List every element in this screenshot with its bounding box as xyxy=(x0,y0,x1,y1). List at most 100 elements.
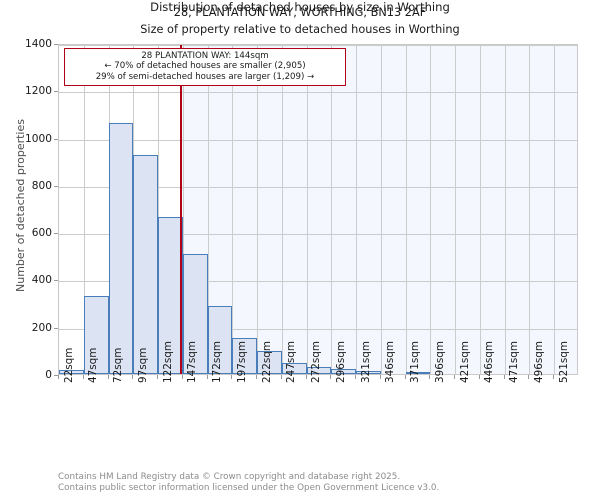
y-axis-tick-mark xyxy=(54,280,58,282)
footer-line-1: Contains HM Land Registry data © Crown c… xyxy=(58,472,401,482)
x-axis-tick-label: 396sqm xyxy=(433,341,446,383)
annotation-smaller-stat: ← 70% of detached houses are smaller (2,… xyxy=(104,61,306,72)
x-axis-tick-label: 471sqm xyxy=(508,341,521,383)
histogram-bar xyxy=(331,368,357,374)
x-axis-tick-mark xyxy=(58,375,59,379)
gridline xyxy=(59,186,577,188)
x-axis-tick-mark xyxy=(82,375,84,379)
x-axis-tick-mark xyxy=(503,375,505,379)
gridline xyxy=(207,45,209,374)
gridline xyxy=(331,45,333,374)
histogram-bar xyxy=(158,217,183,374)
x-axis-tick-label: 122sqm xyxy=(161,341,174,383)
x-axis-tick-mark xyxy=(355,375,357,379)
x-axis-tick-mark xyxy=(256,375,258,379)
y-axis-tick-label: 400 xyxy=(31,274,52,287)
gridline xyxy=(405,45,407,374)
y-axis-tick-label: 600 xyxy=(31,227,52,240)
gridline xyxy=(529,45,531,374)
y-axis-tick-mark xyxy=(54,327,58,329)
y-axis-tick-mark xyxy=(54,91,58,93)
gridline xyxy=(281,45,283,374)
x-axis-tick-label: 222sqm xyxy=(260,341,273,383)
histogram-bar xyxy=(207,305,233,374)
gridline xyxy=(59,139,577,141)
x-axis-tick-mark xyxy=(157,375,159,379)
property-size-marker-line xyxy=(179,45,182,374)
larger-region-shading xyxy=(179,45,577,374)
x-axis-tick-mark xyxy=(280,375,282,379)
histogram-bar xyxy=(356,371,381,374)
x-axis-tick-mark xyxy=(528,375,530,379)
footer-line-2: Contains public sector information licen… xyxy=(58,482,440,493)
x-axis-tick-label: 346sqm xyxy=(384,341,397,383)
x-axis-tick-label: 22sqm xyxy=(62,347,75,383)
gridline xyxy=(158,45,160,374)
x-axis-tick-label: 421sqm xyxy=(458,341,471,383)
x-axis-tick-mark xyxy=(553,375,555,379)
x-axis-tick-label: 371sqm xyxy=(409,341,422,383)
x-axis-label: Distribution of detached houses by size … xyxy=(150,0,450,14)
x-axis-tick-mark xyxy=(206,375,208,379)
gridline xyxy=(380,45,382,374)
x-axis-tick-label: 172sqm xyxy=(211,341,224,383)
x-axis-tick-mark xyxy=(330,375,332,379)
property-annotation-box: 28 PLANTATION WAY: 144sqm ← 70% of detac… xyxy=(64,48,346,87)
gridline xyxy=(59,234,577,236)
x-axis-tick-label: 147sqm xyxy=(186,341,199,383)
x-axis-tick-mark xyxy=(305,375,307,379)
gridline xyxy=(59,328,577,330)
x-axis-tick-mark xyxy=(132,375,134,379)
y-axis-tick-label: 1000 xyxy=(25,132,52,145)
y-axis-tick-label: 200 xyxy=(31,321,52,334)
x-axis-tick-mark xyxy=(478,375,480,379)
gridline xyxy=(504,45,506,374)
x-axis-tick-label: 97sqm xyxy=(136,347,149,383)
histogram-bar xyxy=(257,350,282,374)
y-axis-tick-mark xyxy=(54,185,58,187)
gridline xyxy=(182,45,184,374)
chart-title-block: 28, PLANTATION WAY, WORTHING, BN13 2AF S… xyxy=(0,4,600,38)
x-axis-tick-mark xyxy=(231,375,233,379)
x-axis-tick-label: 272sqm xyxy=(310,341,323,383)
y-axis-tick-mark xyxy=(54,375,58,376)
x-axis-tick-label: 446sqm xyxy=(483,341,496,383)
x-axis-tick-label: 521sqm xyxy=(557,341,570,383)
gridline xyxy=(59,45,577,46)
gridline xyxy=(356,45,358,374)
gridline xyxy=(257,45,259,374)
histogram-bar xyxy=(232,338,258,374)
annotation-larger-stat: 29% of semi-detached houses are larger (… xyxy=(95,71,315,82)
x-axis-tick-label: 247sqm xyxy=(285,341,298,383)
histogram-bar xyxy=(59,369,84,374)
y-axis-tick-label: 1200 xyxy=(25,85,52,98)
x-axis-tick-mark xyxy=(454,375,456,379)
x-axis-tick-label: 197sqm xyxy=(235,341,248,383)
y-axis-tick-mark xyxy=(54,233,58,235)
annotation-property-size: 28 PLANTATION WAY: 144sqm xyxy=(141,51,269,61)
gridline xyxy=(479,45,481,374)
y-axis-tick-mark xyxy=(54,138,58,140)
histogram-bar xyxy=(83,295,109,374)
x-axis-tick-mark xyxy=(181,375,183,379)
histogram-bar xyxy=(405,372,431,374)
x-axis-tick-mark xyxy=(429,375,431,379)
x-axis-tick-mark xyxy=(379,375,381,379)
histogram-bar xyxy=(281,362,307,374)
gridline xyxy=(232,45,234,374)
x-axis-tick-label: 72sqm xyxy=(112,347,125,383)
histogram-bar xyxy=(133,155,159,374)
y-axis-tick-label: 800 xyxy=(31,179,52,192)
gridline xyxy=(455,45,457,374)
histogram-bar xyxy=(182,253,208,374)
x-axis-tick-mark xyxy=(404,375,406,379)
x-axis-tick-label: 496sqm xyxy=(532,341,545,383)
footer-attribution: Contains HM Land Registry data © Crown c… xyxy=(58,472,588,493)
x-axis-tick-label: 296sqm xyxy=(334,341,347,383)
histogram-bar xyxy=(108,122,134,374)
x-axis-tick-label: 47sqm xyxy=(87,347,100,383)
y-axis-tick-label: 1400 xyxy=(25,38,52,50)
x-axis-tick-label: 321sqm xyxy=(359,341,372,383)
plot-area xyxy=(58,44,578,375)
